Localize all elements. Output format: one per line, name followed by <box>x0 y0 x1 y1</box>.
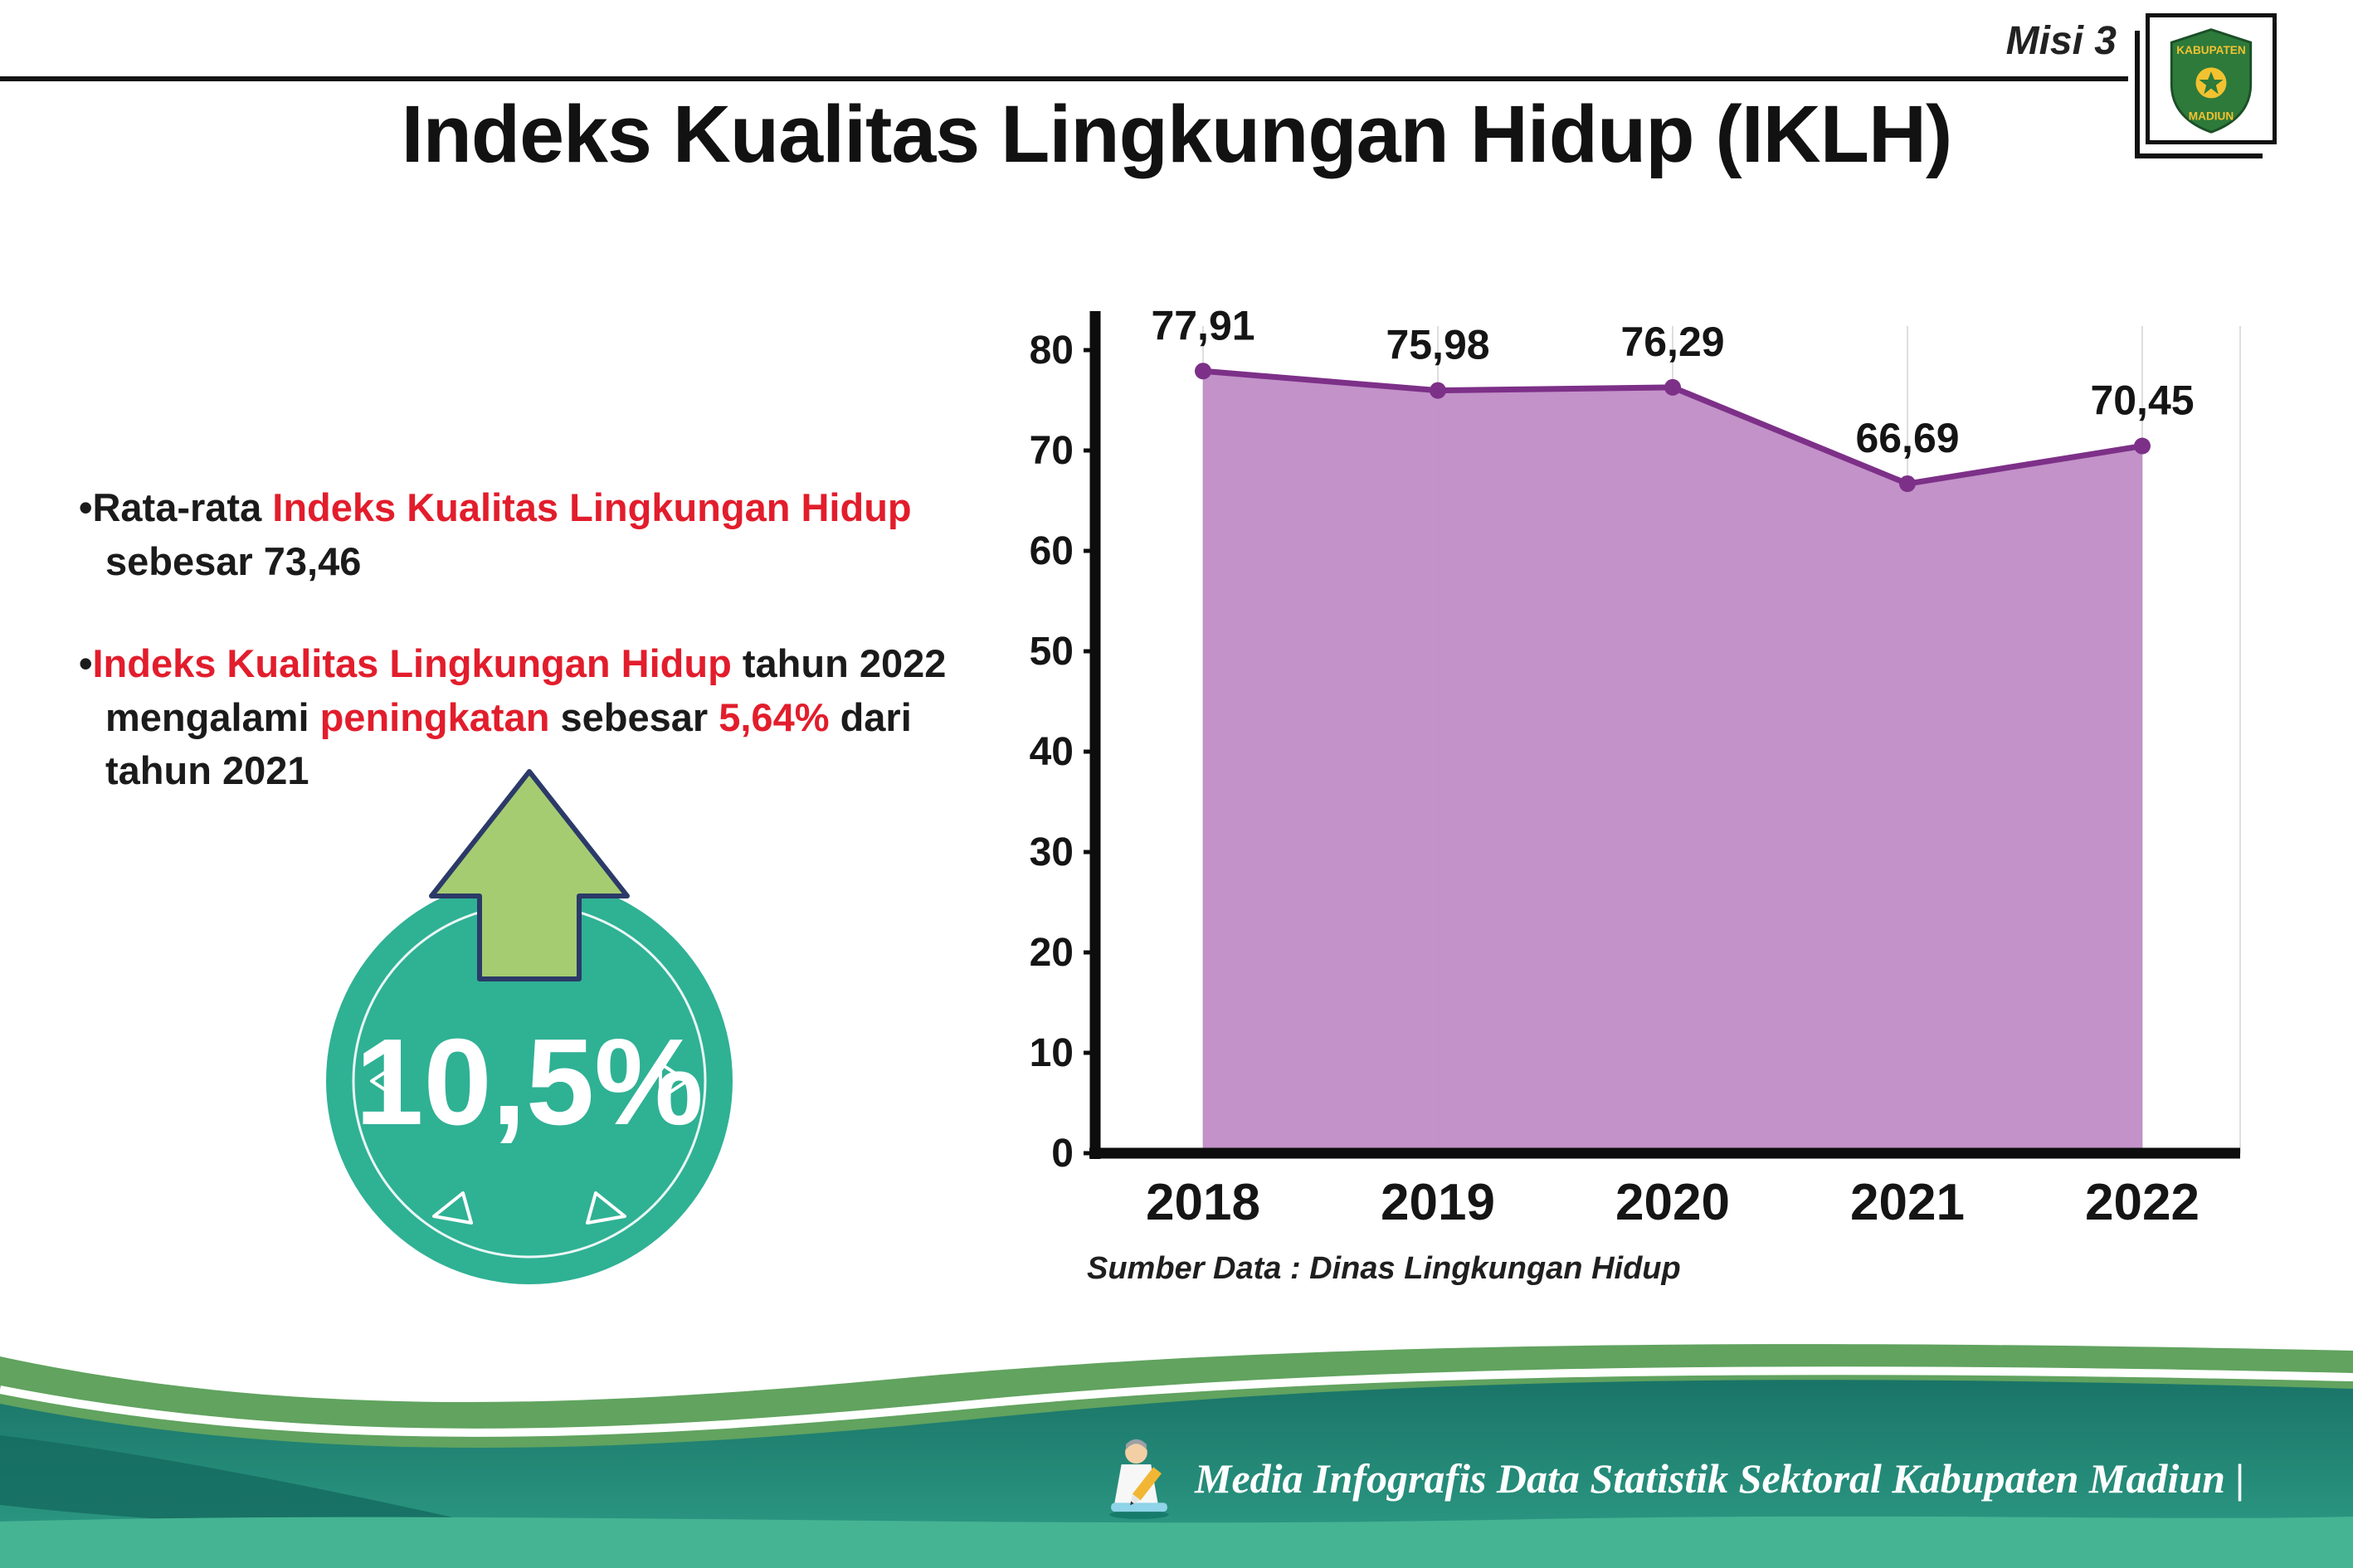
bullet-item: •Rata-rata Indeks Kualitas Lingkungan Hi… <box>79 481 1004 589</box>
badge-value: 10,5% <box>355 1014 704 1151</box>
bullet-text-segment: 5,64% <box>719 694 830 739</box>
chart-source-note: Sumber Data : Dinas Lingkungan Hidup <box>1087 1251 1681 1286</box>
bullet-text-segment: Rata-rata <box>92 485 273 529</box>
bullet-marker: • <box>79 485 93 529</box>
header-divider-line <box>0 76 2128 81</box>
bullet-text-segment: sebesar 73,46 <box>105 538 362 583</box>
wave-bottom-strip <box>0 1516 2353 1568</box>
bullet-item: •Indeks Kualitas Lingkungan Hidup tahun … <box>79 637 1004 799</box>
up-arrow-icon <box>429 769 630 981</box>
data-point <box>1430 382 1446 399</box>
badge-triangle-bottom-left <box>432 1191 473 1225</box>
logo-shield-icon: KABUPATEN MADIUN <box>2170 28 2253 134</box>
mascot-icon <box>1109 1439 1169 1519</box>
y-tick-label: 60 <box>1030 529 1074 573</box>
bullet-text-segment: Indeks Kualitas Lingkungan Hidup <box>92 640 732 685</box>
y-tick-label: 10 <box>1030 1031 1074 1075</box>
data-label: 70,45 <box>2090 377 2194 424</box>
page-title: Indeks Kualitas Lingkungan Hidup (IKLH) <box>401 89 1953 179</box>
y-tick-label: 80 <box>1030 329 1074 373</box>
x-tick-label: 2022 <box>2085 1174 2200 1231</box>
misi-label: Misi 3 <box>2005 19 2117 63</box>
data-point <box>1195 363 1211 380</box>
bullet-text-segment: peningkatan <box>319 694 550 739</box>
area-fill <box>1203 371 2142 1153</box>
bullet-text-segment: Indeks Kualitas Lingkungan Hidup <box>272 485 912 529</box>
footer-text: Media Infografis Data Statistik Sektoral… <box>1195 1455 2245 1502</box>
y-tick-label: 50 <box>1030 630 1074 674</box>
bullet-marker: • <box>79 640 93 685</box>
x-tick-label: 2020 <box>1615 1174 1730 1231</box>
logo-top-text: KABUPATEN <box>2176 44 2245 56</box>
bullet-text-segment: sebesar <box>549 694 719 739</box>
wave-decoration <box>0 1344 2353 1568</box>
data-point <box>2134 437 2151 455</box>
data-point <box>1664 378 1681 396</box>
y-tick-label: 0 <box>1051 1132 1074 1176</box>
iklh-chart-svg: 77,91 2018 75,98 2019 76,29 2020 66,69 2021 70,4… <box>1030 302 2241 1231</box>
increase-badge: 10,5% <box>314 762 762 1309</box>
data-label: 66,69 <box>1855 415 1959 461</box>
bullet-text-segment: tahun 2022 mengalami <box>105 640 947 739</box>
y-tick-label: 70 <box>1030 429 1074 473</box>
wave-left-wedge <box>0 1435 465 1525</box>
badge-triangle-left <box>370 1062 400 1100</box>
increase-badge-graphic: 10,5% <box>326 769 733 1284</box>
x-tick-label: 2019 <box>1381 1174 1495 1231</box>
data-label: 75,98 <box>1386 322 1489 368</box>
badge-triangle-bottom-right <box>586 1191 626 1225</box>
badge-circle <box>326 878 733 1284</box>
bullet-list: •Rata-rata Indeks Kualitas Lingkungan Hi… <box>79 481 1004 846</box>
y-tick-label: 40 <box>1030 730 1074 774</box>
x-tick-label: 2018 <box>1146 1174 1260 1231</box>
footer: Media Infografis Data Statistik Sektoral… <box>1103 1438 2244 1519</box>
data-label: 77,91 <box>1151 302 1254 348</box>
data-point <box>1899 475 1916 493</box>
bullet-text-segment: dari tahun 2021 <box>105 694 912 793</box>
iklh-chart: 77,91 2018 75,98 2019 76,29 2020 66,69 2021 70,4… <box>1029 278 2273 1249</box>
y-tick-label: 20 <box>1030 931 1074 975</box>
x-tick-label: 2021 <box>1850 1174 1965 1231</box>
logo-bottom-text: MADIUN <box>2189 110 2234 123</box>
badge-triangle-right <box>659 1062 689 1100</box>
y-tick-label: 30 <box>1030 830 1074 874</box>
wave-white-line <box>0 1366 2353 1437</box>
data-label: 76,29 <box>1620 319 1724 365</box>
